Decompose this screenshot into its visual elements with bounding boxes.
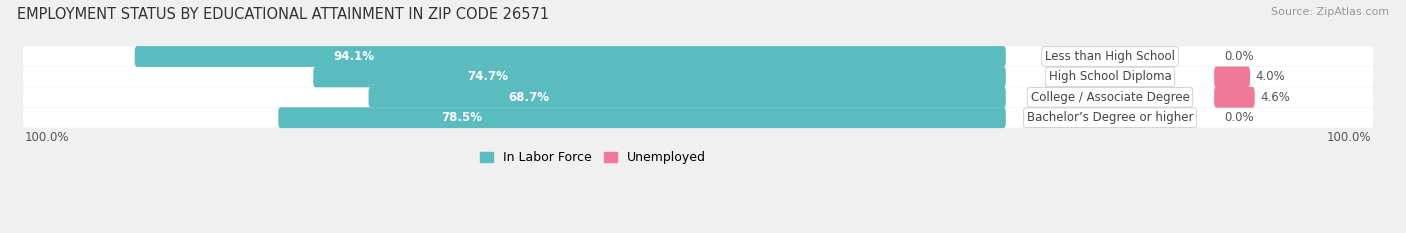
- Text: High School Diploma: High School Diploma: [1049, 70, 1171, 83]
- Text: 100.0%: 100.0%: [1327, 130, 1372, 144]
- FancyBboxPatch shape: [1215, 66, 1250, 87]
- FancyBboxPatch shape: [135, 46, 1005, 67]
- Legend: In Labor Force, Unemployed: In Labor Force, Unemployed: [475, 146, 710, 169]
- FancyBboxPatch shape: [368, 87, 1005, 108]
- FancyBboxPatch shape: [314, 66, 1005, 87]
- Text: 0.0%: 0.0%: [1225, 50, 1254, 63]
- Text: Less than High School: Less than High School: [1045, 50, 1175, 63]
- FancyBboxPatch shape: [24, 87, 1374, 107]
- FancyBboxPatch shape: [24, 67, 1374, 87]
- FancyBboxPatch shape: [24, 108, 1374, 128]
- FancyBboxPatch shape: [1215, 87, 1254, 108]
- Text: 100.0%: 100.0%: [25, 130, 69, 144]
- Text: College / Associate Degree: College / Associate Degree: [1031, 91, 1189, 104]
- Text: 4.6%: 4.6%: [1260, 91, 1289, 104]
- Text: 68.7%: 68.7%: [509, 91, 550, 104]
- Text: 78.5%: 78.5%: [441, 111, 482, 124]
- FancyBboxPatch shape: [24, 47, 1374, 66]
- Text: EMPLOYMENT STATUS BY EDUCATIONAL ATTAINMENT IN ZIP CODE 26571: EMPLOYMENT STATUS BY EDUCATIONAL ATTAINM…: [17, 7, 548, 22]
- Text: Bachelor’s Degree or higher: Bachelor’s Degree or higher: [1026, 111, 1194, 124]
- Text: 74.7%: 74.7%: [467, 70, 508, 83]
- Text: 4.0%: 4.0%: [1256, 70, 1285, 83]
- Text: Source: ZipAtlas.com: Source: ZipAtlas.com: [1271, 7, 1389, 17]
- Text: 0.0%: 0.0%: [1225, 111, 1254, 124]
- Text: 94.1%: 94.1%: [333, 50, 374, 63]
- FancyBboxPatch shape: [278, 107, 1005, 128]
